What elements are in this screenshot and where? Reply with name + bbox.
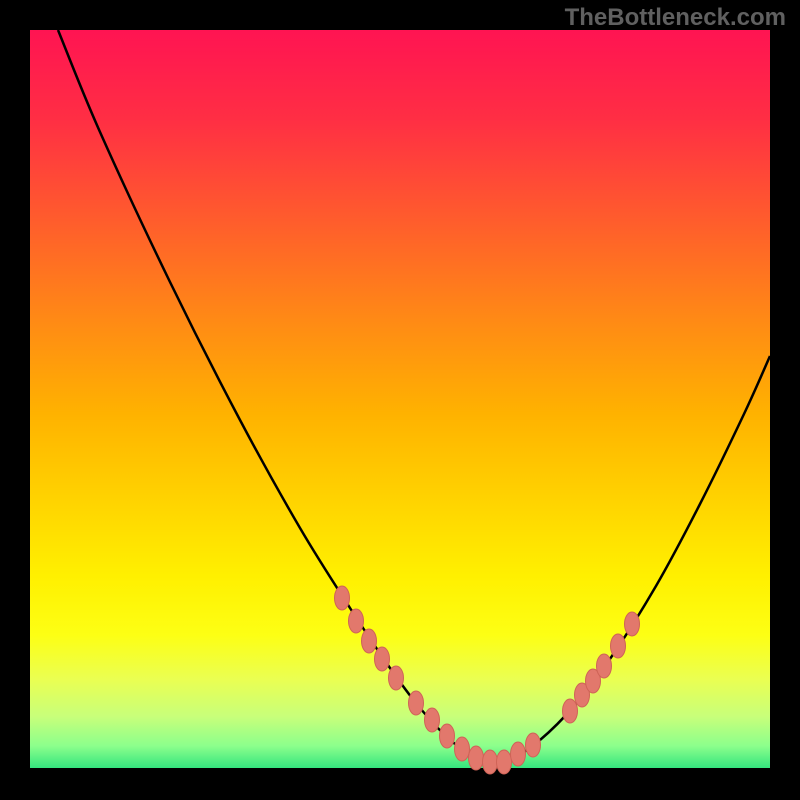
marker-dot: [625, 612, 640, 636]
marker-dot: [526, 733, 541, 757]
marker-dot: [362, 629, 377, 653]
marker-dot: [563, 699, 578, 723]
chart-svg: [0, 0, 800, 800]
marker-dot: [469, 746, 484, 770]
marker-group: [335, 586, 640, 774]
marker-dot: [497, 750, 512, 774]
watermark-text: TheBottleneck.com: [565, 4, 786, 32]
chart-container: TheBottleneck.com: [0, 0, 800, 800]
marker-dot: [483, 750, 498, 774]
marker-dot: [611, 634, 626, 658]
marker-dot: [425, 708, 440, 732]
v-curve-left-branch: [58, 30, 490, 764]
marker-dot: [511, 742, 526, 766]
marker-dot: [375, 647, 390, 671]
marker-dot: [455, 737, 470, 761]
marker-dot: [349, 609, 364, 633]
v-curve-right-branch: [490, 356, 770, 764]
marker-dot: [440, 724, 455, 748]
marker-dot: [409, 691, 424, 715]
marker-dot: [335, 586, 350, 610]
marker-dot: [597, 654, 612, 678]
marker-dot: [389, 666, 404, 690]
